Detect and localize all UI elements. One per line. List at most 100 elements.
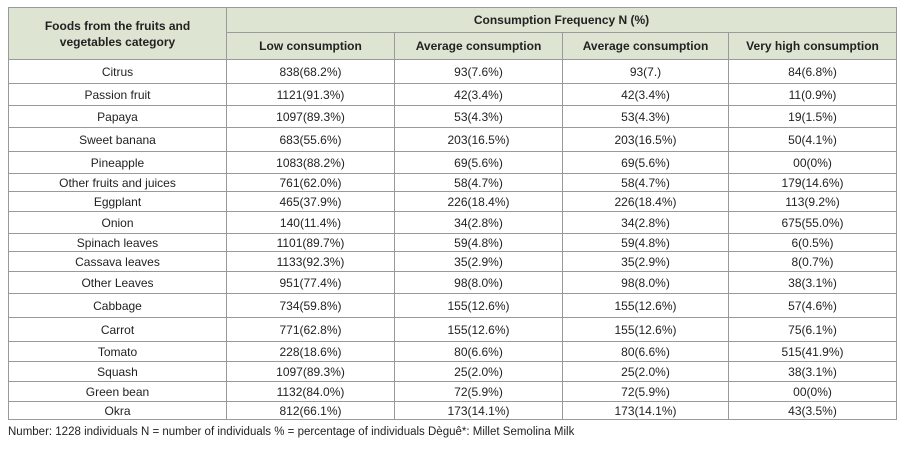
- table-body: Citrus 838(68.2%) 93(7.6%) 93(7.) 84(6.8%) Pa…: [8, 59, 898, 420]
- food-cell: Eggplant: [8, 191, 227, 212]
- table-row: Onion 140(11.4%) 34(2.8%) 34(2.8%) 675(55.0%…: [8, 211, 898, 234]
- value-cell: 1097(89.3%): [226, 361, 395, 382]
- food-cell: Citrus: [8, 59, 227, 84]
- value-cell: 69(5.6%): [562, 151, 729, 174]
- value-cell: 34(2.8%): [562, 211, 729, 234]
- value-cell: 173(14.1%): [394, 401, 563, 420]
- value-cell: 75(6.1%): [727, 317, 898, 342]
- value-cell: 1133(92.3%): [226, 251, 395, 272]
- value-cell: 226(18.4%): [562, 191, 729, 212]
- value-cell: 98(8.0%): [562, 271, 729, 294]
- value-cell: 50(4.1%): [727, 127, 898, 152]
- food-cell: Green bean: [8, 381, 227, 402]
- food-cell: Other fruits and juices: [8, 173, 227, 192]
- value-cell: 38(3.1%): [727, 271, 898, 294]
- value-cell: 515(41.9%): [727, 341, 898, 362]
- value-cell: 8(0.7%): [727, 251, 898, 272]
- consumption-frequency-header: Consumption Frequency N (%): [225, 7, 898, 33]
- value-cell: 6(0.5%): [727, 233, 898, 252]
- value-cell: 675(55.0%): [727, 211, 898, 234]
- value-cell: 98(8.0%): [394, 271, 563, 294]
- average-consumption-header: Average consumption: [394, 32, 563, 60]
- table-row: Tomato 228(18.6%) 80(6.6%) 80(6.6%) 515(41.9…: [8, 341, 898, 362]
- value-cell: 683(55.6%): [226, 127, 395, 152]
- food-cell: Pineapple: [8, 151, 227, 174]
- value-cell: 58(4.7%): [394, 173, 563, 192]
- value-cell: 140(11.4%): [226, 211, 395, 234]
- table-row: Okra 812(66.1%) 173(14.1%) 173(14.1%) 43(3.5…: [8, 401, 898, 420]
- value-cell: 465(37.9%): [226, 191, 395, 212]
- table-row: Carrot 771(62.8%) 155(12.6%) 155(12.6%) 75(6…: [8, 317, 898, 342]
- value-cell: 155(12.6%): [562, 317, 729, 342]
- food-cell: Spinach leaves: [8, 233, 227, 252]
- food-cell: Cabbage: [8, 293, 227, 318]
- value-cell: 761(62.0%): [226, 173, 395, 192]
- value-cell: 179(14.6%): [727, 173, 898, 192]
- value-cell: 72(5.9%): [562, 381, 729, 402]
- food-cell: Other Leaves: [8, 271, 227, 294]
- food-cell: Tomato: [8, 341, 227, 362]
- value-cell: 1132(84.0%): [226, 381, 395, 402]
- value-cell: 72(5.9%): [394, 381, 563, 402]
- value-cell: 25(2.0%): [394, 361, 563, 382]
- value-cell: 1083(88.2%): [226, 151, 395, 174]
- value-cell: 951(77.4%): [226, 271, 395, 294]
- table-row: Other Leaves 951(77.4%) 98(8.0%) 98(8.0%) 38…: [8, 271, 898, 294]
- value-cell: 1121(91.3%): [226, 83, 395, 106]
- food-category-header: Foods from the fruits and vegetables cat…: [8, 7, 227, 60]
- food-cell: Sweet banana: [8, 127, 227, 152]
- value-cell: 771(62.8%): [226, 317, 395, 342]
- value-cell: 203(16.5%): [562, 127, 729, 152]
- value-cell: 59(4.8%): [394, 233, 563, 252]
- value-cell: 35(2.9%): [394, 251, 563, 272]
- value-cell: 25(2.0%): [562, 361, 729, 382]
- very-high-consumption-header: Very high consumption: [727, 32, 898, 60]
- value-cell: 155(12.6%): [562, 293, 729, 318]
- table-row: Citrus 838(68.2%) 93(7.6%) 93(7.) 84(6.8%): [8, 59, 898, 84]
- table-row: Green bean 1132(84.0%) 72(5.9%) 72(5.9%) 00(…: [8, 381, 898, 402]
- table-row: Cassava leaves 1133(92.3%) 35(2.9%) 35(2.9%…: [8, 251, 898, 272]
- value-cell: 80(6.6%): [394, 341, 563, 362]
- value-cell: 113(9.2%): [727, 191, 898, 212]
- value-cell: 93(7.): [562, 59, 729, 84]
- value-cell: 734(59.8%): [226, 293, 395, 318]
- table-row: Spinach leaves 1101(89.7%) 59(4.8%) 59(4.8%…: [8, 233, 898, 252]
- value-cell: 155(12.6%): [394, 317, 563, 342]
- table-row: Pineapple 1083(88.2%) 69(5.6%) 69(5.6%) 00(0…: [8, 151, 898, 174]
- value-cell: 43(3.5%): [727, 401, 898, 420]
- value-cell: 11(0.9%): [727, 83, 898, 106]
- value-cell: 93(7.6%): [394, 59, 563, 84]
- value-cell: 228(18.6%): [226, 341, 395, 362]
- value-cell: 00(0%): [727, 381, 898, 402]
- food-cell: Carrot: [8, 317, 227, 342]
- table-row: Passion fruit 1121(91.3%) 42(3.4%) 42(3.4%)…: [8, 83, 898, 106]
- value-cell: 53(4.3%): [562, 105, 729, 128]
- table-row: Cabbage 734(59.8%) 155(12.6%) 155(12.6%) 57(…: [8, 293, 898, 318]
- value-cell: 812(66.1%): [226, 401, 395, 420]
- table-row: Other fruits and juices 761(62.0%) 58(4.7%…: [8, 173, 898, 192]
- food-cell: Onion: [8, 211, 227, 234]
- value-cell: 203(16.5%): [394, 127, 563, 152]
- value-cell: 1097(89.3%): [226, 105, 395, 128]
- food-cell: Passion fruit: [8, 83, 227, 106]
- value-cell: 58(4.7%): [562, 173, 729, 192]
- average-consumption-header-2: Average consumption: [562, 32, 729, 60]
- value-cell: 53(4.3%): [394, 105, 563, 128]
- value-cell: 59(4.8%): [562, 233, 729, 252]
- value-cell: 84(6.8%): [727, 59, 898, 84]
- value-cell: 19(1.5%): [727, 105, 898, 128]
- value-cell: 226(18.4%): [394, 191, 563, 212]
- value-cell: 80(6.6%): [562, 341, 729, 362]
- table-row: Eggplant 465(37.9%) 226(18.4%) 226(18.4%) 11…: [8, 191, 898, 212]
- table-footnote: Number: 1228 individuals N = number of i…: [8, 426, 575, 438]
- value-cell: 173(14.1%): [562, 401, 729, 420]
- value-cell: 35(2.9%): [562, 251, 729, 272]
- value-cell: 34(2.8%): [394, 211, 563, 234]
- value-cell: 57(4.6%): [727, 293, 898, 318]
- consumption-frequency-table: Foods from the fruits and vegetables cat…: [8, 7, 898, 420]
- value-cell: 38(3.1%): [727, 361, 898, 382]
- food-cell: Squash: [8, 361, 227, 382]
- value-cell: 00(0%): [727, 151, 898, 174]
- food-cell: Papaya: [8, 105, 227, 128]
- value-cell: 155(12.6%): [394, 293, 563, 318]
